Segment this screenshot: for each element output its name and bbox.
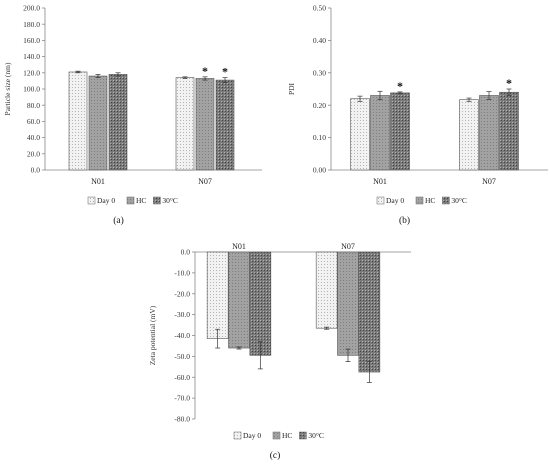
legend-swatch-c30 [299, 431, 307, 440]
legend-swatch-hc [272, 431, 281, 440]
bar-c30-n07 [499, 91, 519, 171]
legend-swatch-day0 [87, 196, 96, 205]
y-tick-label: -20.0 [174, 289, 190, 298]
y-tick-label: 100.0 [23, 85, 40, 94]
legend-label-hc: HC [425, 196, 435, 205]
y-tick-label: 80.0 [27, 101, 40, 110]
bar-day0-n01 [68, 71, 88, 171]
category-label-n07: N07 [341, 242, 355, 251]
y-tick-label: -70.0 [174, 394, 190, 403]
y-tick-label: 140.0 [23, 52, 40, 61]
bar-c30-n07 [358, 251, 381, 373]
category-label-n07: N07 [198, 177, 212, 186]
category-label-n01: N01 [232, 242, 246, 251]
significance-star: * [202, 64, 208, 78]
y-tick-label: -80.0 [174, 415, 190, 424]
legend-label-c30: 30°C [162, 196, 178, 205]
y-tick-label: -50.0 [174, 352, 190, 361]
legend-label-day0: Day 0 [243, 431, 261, 440]
y-tick-label: 200.0 [23, 4, 40, 13]
bar-hc-n01 [370, 95, 390, 171]
bar-hc-n01 [228, 251, 250, 349]
bar-hc-n01 [88, 75, 108, 171]
significance-star: * [397, 79, 403, 93]
chart-panel-a: 0.0 20.0 40.0 60.0 80.0 100.0 120.0 140.0 160.0 1… [3, 4, 262, 226]
panel-label: (b) [399, 215, 410, 226]
y-tick-label: 160.0 [23, 36, 40, 45]
bar-hc-n07 [479, 95, 499, 171]
y-tick-label: 0.20 [313, 101, 326, 110]
chart-panel-c: 0.0 -10.0 -20.0 -30.0 -40.0 -50.0 -60.0 -70.0 -8… [148, 242, 411, 461]
y-tick-label: 0.0 [181, 248, 191, 257]
y-tick-label: -40.0 [174, 331, 190, 340]
y-tick-label: 180.0 [23, 20, 40, 29]
y-axis-label: PDI [287, 82, 296, 95]
legend-swatch-hc [126, 196, 135, 205]
bar-c30-n01 [108, 74, 128, 171]
legend-label-c30: 30°C [308, 431, 324, 440]
significance-star: * [506, 76, 512, 90]
y-tick-label: 40.0 [27, 133, 40, 142]
legend-label-hc: HC [136, 196, 146, 205]
legend-swatch-c30 [442, 196, 450, 205]
legend-label-day0: Day 0 [386, 196, 404, 205]
y-tick-label: -30.0 [174, 310, 190, 319]
y-axis-label: Particle size (nm) [3, 62, 12, 115]
y-tick-label: 0.50 [313, 4, 326, 13]
bar-day0-n07 [175, 77, 195, 171]
bar-hc-n07 [337, 251, 359, 356]
bar-day0-n07 [459, 99, 479, 171]
legend-swatch-c30 [153, 196, 161, 205]
bar-c30-n01 [249, 251, 272, 356]
panel-label: (a) [113, 215, 124, 226]
bar-c30-n07 [215, 79, 235, 171]
bar-day0-n07 [315, 251, 338, 329]
y-tick-label: 0.00 [313, 166, 326, 175]
category-label-n01: N01 [373, 177, 387, 186]
y-tick-label: 60.0 [27, 117, 40, 126]
legend-swatch-hc [415, 196, 424, 205]
y-tick-label: -60.0 [174, 373, 190, 382]
y-tick-label: -10.0 [174, 268, 190, 277]
y-tick-label: 0.40 [313, 36, 326, 45]
y-tick-label: 0.30 [313, 68, 326, 77]
category-label-n01: N01 [91, 177, 105, 186]
legend-label-hc: HC [282, 431, 292, 440]
bar-day0-n01 [350, 98, 370, 171]
chart-panel-b: 0.00 0.10 0.20 0.30 0.40 0.50 PDI * N01 * N07 Day 0… [287, 4, 548, 226]
legend-label-c30: 30°C [451, 196, 467, 205]
legend-swatch-day0 [233, 431, 242, 440]
bar-c30-n01 [390, 92, 410, 171]
significance-star: * [222, 65, 228, 79]
y-tick-label: 0.0 [31, 166, 41, 175]
y-tick-label: 0.10 [313, 133, 326, 142]
y-tick-label: 20.0 [27, 149, 40, 158]
y-tick-label: 120.0 [23, 68, 40, 77]
bar-day0-n01 [206, 251, 229, 339]
legend-label-day0: Day 0 [97, 196, 115, 205]
category-label-n07: N07 [482, 177, 496, 186]
panel-label: (c) [270, 450, 281, 461]
legend-swatch-day0 [376, 196, 385, 205]
y-axis-label: Zeta potential (mV) [148, 305, 157, 365]
bar-hc-n07 [195, 78, 215, 171]
